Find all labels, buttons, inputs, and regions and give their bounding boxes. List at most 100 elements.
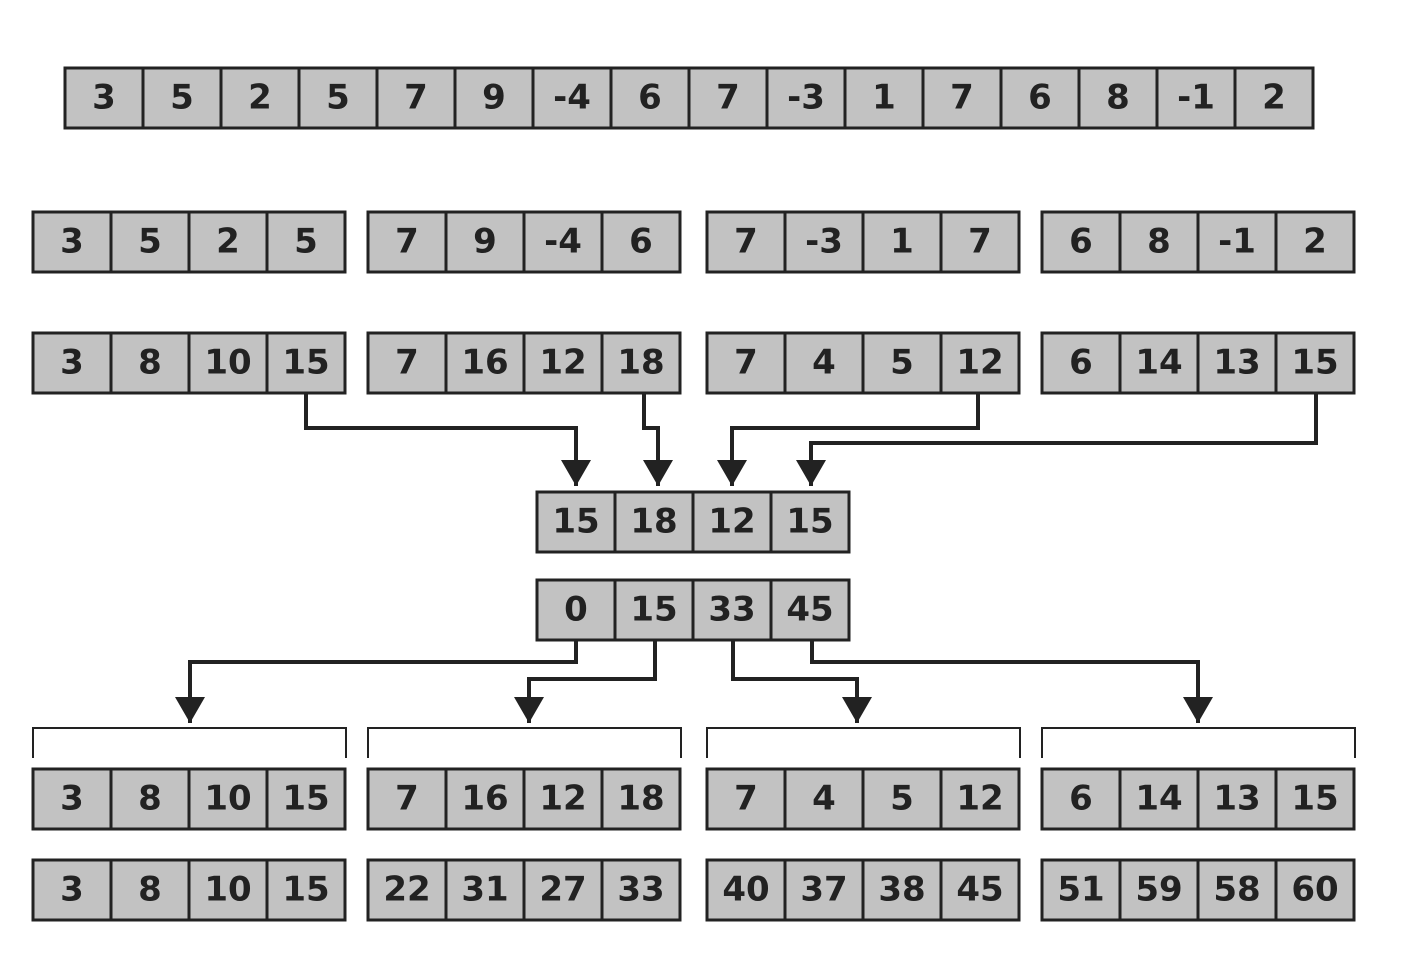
input-array-cell (375, 66, 457, 130)
block-scan-3-value: 12 (956, 343, 1003, 383)
grouped-scan-3-cell (783, 767, 865, 831)
final-scan-3-value: 38 (878, 870, 925, 910)
input-array-cell (1233, 66, 1315, 130)
final-scan-3-cell (939, 858, 1021, 922)
grouped-scan-2-value: 16 (461, 779, 508, 819)
input-block-4-value: 2 (1303, 222, 1327, 262)
input-block-4-value: 8 (1147, 222, 1171, 262)
input-array-value: 1 (872, 78, 896, 118)
input-block-2-value: -4 (544, 222, 582, 262)
input-block-2-value: 6 (629, 222, 653, 262)
block-scan-3-cell (783, 331, 865, 395)
input-array-value: 5 (170, 78, 194, 118)
grouped-scan-3-value: 5 (890, 779, 914, 819)
input-array-cell (63, 66, 145, 130)
final-scan-1-value: 15 (282, 870, 329, 910)
grouped-scan-3: 7 4 5 12 (705, 767, 1021, 831)
input-block-3-value: 7 (734, 222, 758, 262)
grouped-scan-2-value: 12 (539, 779, 586, 819)
final-scan-1-cell (187, 858, 269, 922)
final-scan-2-cell (366, 858, 448, 922)
final-scan-2-value: 33 (617, 870, 664, 910)
input-array-cell (219, 66, 301, 130)
block-sums-value: 12 (708, 502, 755, 542)
input-array-value: 9 (482, 78, 506, 118)
final-scan-1-value: 8 (138, 870, 162, 910)
input-array-value: 2 (1262, 78, 1286, 118)
arrowhead-icon (514, 697, 544, 723)
input-block-3: 7 -3 1 7 (705, 210, 1021, 274)
block-sums-cell (535, 490, 617, 554)
sum-connector-1 (304, 393, 591, 486)
final-scan-4: 51 59 58 60 (1040, 858, 1356, 922)
block-offsets-cell (691, 578, 773, 642)
final-scan-2: 22 31 27 33 (366, 858, 682, 922)
block-scan-4-cell (1196, 331, 1278, 395)
sum-connector-3-line (730, 393, 980, 486)
block-offsets: 0 15 33 45 (535, 578, 851, 642)
sum-connector-4-line (809, 393, 1318, 486)
input-block-3-cell (705, 210, 787, 274)
input-block-2-cell (522, 210, 604, 274)
block-scan-4-value: 15 (1291, 343, 1338, 383)
sum-connector-3 (717, 393, 980, 486)
final-scan-3-cell (783, 858, 865, 922)
input-block-1: 3 5 2 5 (31, 210, 347, 274)
block-sums-value: 15 (552, 502, 599, 542)
block-offsets-cell (769, 578, 851, 642)
block-sums-value: 15 (786, 502, 833, 542)
input-array-value: 6 (1028, 78, 1052, 118)
block-sums-value: 18 (630, 502, 677, 542)
input-block-2-cell (366, 210, 448, 274)
block-offsets-value: 15 (630, 590, 677, 630)
input-block-3-cell (939, 210, 1021, 274)
grouped-scan-3-cell (939, 767, 1021, 831)
grouped-scan-2-value: 7 (395, 779, 419, 819)
final-scan-4-value: 60 (1291, 870, 1338, 910)
input-array-cell (765, 66, 847, 130)
block-scan-2-value: 16 (461, 343, 508, 383)
grouped-scan-1-cell (31, 767, 113, 831)
grouped-scan-3-cell (705, 767, 787, 831)
input-array-cell (687, 66, 769, 130)
input-array-value: -4 (553, 78, 591, 118)
grouped-scan-2-cell (600, 767, 682, 831)
input-block-4-cell (1196, 210, 1278, 274)
grouped-scan-1: 3 8 10 15 (31, 767, 347, 831)
block-scan-1-cell (187, 331, 269, 395)
grouped-scan-4-cell (1118, 767, 1200, 831)
arrowhead-icon (643, 460, 673, 486)
grouped-scan-2-cell (522, 767, 604, 831)
offset-connector-2 (514, 640, 657, 723)
block-scan-3-cell (705, 331, 787, 395)
block-sums-cell (613, 490, 695, 554)
block-scan-2-cell (444, 331, 526, 395)
input-array-cell (531, 66, 613, 130)
input-array-cell (141, 66, 223, 130)
offset-connector-1 (175, 640, 578, 723)
grouped-scan-1-value: 8 (138, 779, 162, 819)
input-block-4-cell (1274, 210, 1356, 274)
final-scan-4-cell (1196, 858, 1278, 922)
input-array-value: -1 (1177, 78, 1215, 118)
block-offsets-value: 45 (786, 590, 833, 630)
offset-connector-2-line (527, 640, 657, 723)
final-scan-3: 40 37 38 45 (705, 858, 1021, 922)
block-scan-4-value: 14 (1135, 343, 1182, 383)
grouped-scan-4-value: 13 (1213, 779, 1260, 819)
group-bracket-3 (706, 727, 1021, 758)
grouped-scan-4-value: 15 (1291, 779, 1338, 819)
arrowhead-icon (796, 460, 826, 486)
block-scan-2-value: 12 (539, 343, 586, 383)
arrowhead-icon (1183, 697, 1213, 723)
input-array-cell (1077, 66, 1159, 130)
final-scan-2-cell (600, 858, 682, 922)
final-scan-1-cell (31, 858, 113, 922)
block-offsets-value: 33 (708, 590, 755, 630)
final-scan-4-cell (1274, 858, 1356, 922)
input-array-value: 7 (716, 78, 740, 118)
input-array-value: 6 (638, 78, 662, 118)
offset-connector-4-line (810, 640, 1200, 723)
input-array-cell (999, 66, 1081, 130)
final-scan-3-value: 37 (800, 870, 847, 910)
